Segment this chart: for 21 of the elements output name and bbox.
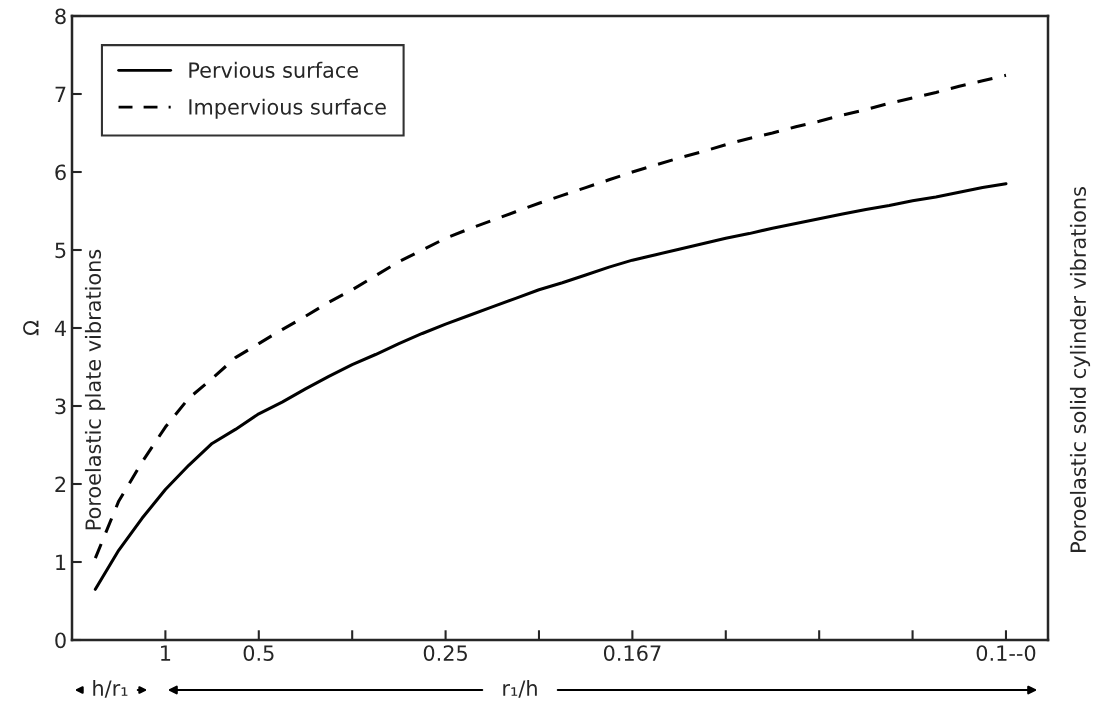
y-tick-label: 7 xyxy=(55,86,66,102)
y-tick-label: 4 xyxy=(54,320,66,336)
y-axis-title: Ω xyxy=(23,320,39,336)
annotation: Poroelastic plate vibrations xyxy=(84,249,106,530)
x-tick-label: 0.167 xyxy=(603,645,661,661)
legend-label: Impervious surface xyxy=(189,98,386,119)
y-tick-label: 1 xyxy=(56,554,66,570)
text: Poroelastic solid cylinder vibrations xyxy=(1069,187,1091,552)
x-tick-label: 0.5 xyxy=(243,645,274,661)
x-tick-label: 0.1--0 xyxy=(976,645,1036,661)
y-tick-label: 0 xyxy=(55,632,66,649)
y-tick-label: 5 xyxy=(55,242,66,259)
y-tick-label: 3 xyxy=(55,398,66,415)
x-tick-label: 1 xyxy=(161,645,171,661)
y-tick-label: 2 xyxy=(55,476,66,492)
legend-label: Pervious surface xyxy=(189,61,358,78)
y-tick-label: 6 xyxy=(55,164,66,181)
text: h/r₁ xyxy=(93,679,128,698)
y-tick-label: 8 xyxy=(55,8,66,25)
x-tick-label: 0.25 xyxy=(423,645,467,661)
text: r₁/h xyxy=(503,679,537,698)
